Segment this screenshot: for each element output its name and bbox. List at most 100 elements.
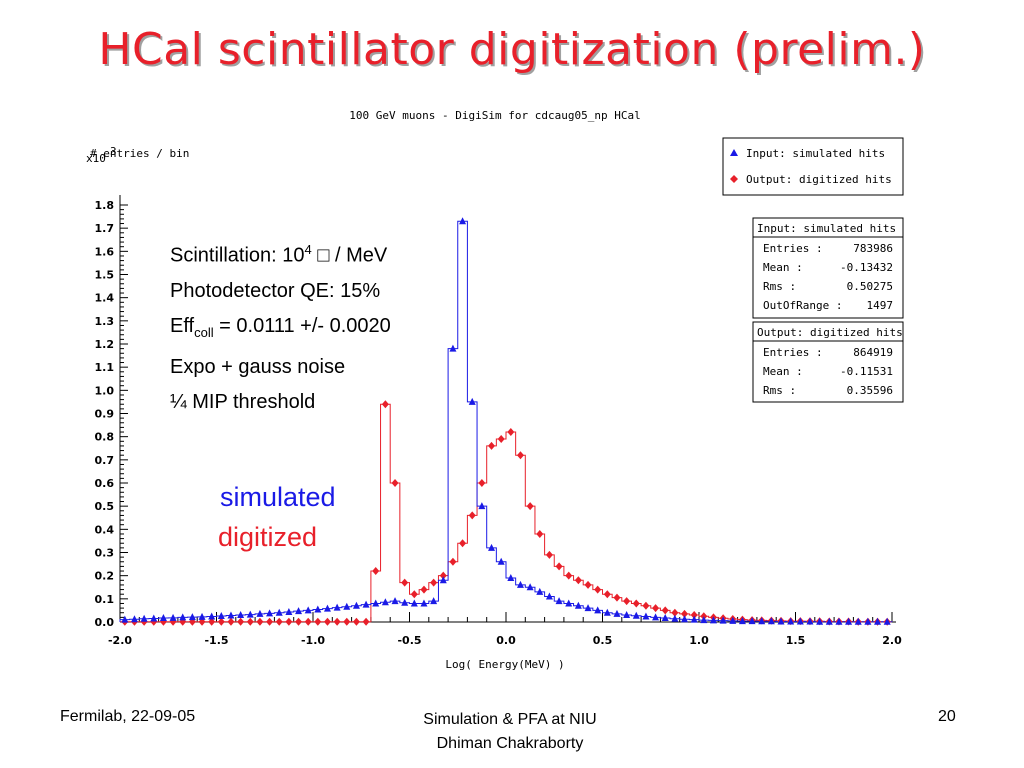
stats-row-value: 0.50275 [847,280,893,293]
data-point-simulated [835,617,843,625]
data-point-simulated [478,502,486,510]
stats-box [752,321,904,403]
x-tick-label: 0.0 [496,634,516,647]
data-point-simulated [362,600,370,608]
data-point-digitized [603,590,611,599]
data-point-digitized [343,617,351,626]
data-point-digitized [555,562,563,571]
data-point-digitized [690,611,698,620]
slide-title: HCal scintillator digitization (prelim.) [98,24,926,75]
data-point-simulated [401,598,409,606]
data-point-simulated [584,604,592,612]
annotation-block: Scintillation: 104 □ / MeV Photodetector… [170,232,391,420]
data-point-simulated [681,615,689,623]
data-point-simulated [623,611,631,619]
data-point-simulated [343,602,351,610]
y-tick-label: 0.7 [95,454,115,467]
scint-exponent: 4 [304,242,312,257]
eff-subscript: coll [194,324,214,340]
data-point-simulated [333,603,341,611]
y-tick-label: 0.9 [95,408,115,421]
data-point-simulated [536,587,544,595]
data-point-simulated [526,583,534,591]
stats-box-title: Output: digitized hits [757,326,903,339]
stats-row-value: -0.13432 [840,261,893,274]
x-tick-label: 0.5 [593,634,613,647]
data-point-simulated [198,612,206,620]
data-point-simulated [439,576,447,584]
annotation-noise: Expo + gauss noise [170,355,346,378]
data-point-simulated [652,613,660,621]
data-point-digitized [565,571,573,580]
data-point-simulated [459,217,467,225]
data-point-simulated [516,580,524,588]
data-point-digitized [468,511,476,520]
data-point-simulated [314,605,322,613]
data-point-simulated [854,617,862,625]
data-point-digitized [632,599,640,608]
data-point-simulated [352,601,360,609]
footer-center: Simulation & PFA at NIU Dhiman Chakrabor… [360,708,660,756]
data-point-simulated [603,608,611,616]
data-point-simulated [430,597,438,605]
y-tick-label: 1.5 [95,269,115,282]
data-point-simulated [285,608,293,616]
x-tick-label: -1.5 [204,634,228,647]
data-point-digitized [352,617,360,626]
data-point-digitized [526,502,534,511]
data-point-simulated [159,614,167,622]
data-point-simulated [323,604,331,612]
data-point-simulated [130,615,138,623]
annotation-qe: Photodetector QE: 15% [170,279,381,302]
scint-prefix: Scintillation: 10 [170,244,305,267]
data-point-simulated [208,612,216,620]
stats-row-label: OutOfRange : [763,299,842,312]
legend-box [722,137,904,196]
stats-row-label: Mean : [763,261,803,274]
data-point-digitized [497,434,505,443]
data-point-digitized [594,585,602,594]
data-point-simulated [304,606,312,614]
y-tick-label: 0.3 [95,547,115,560]
stats-box [752,217,904,319]
data-point-digitized [275,617,283,626]
data-point-simulated [748,617,756,625]
data-point-digitized [439,571,447,580]
series-line-simulated [119,220,893,623]
data-point-simulated [594,606,602,614]
data-point-simulated [381,598,389,606]
data-point-simulated [275,608,283,616]
data-point-digitized [623,597,631,606]
data-point-digitized [671,608,679,617]
data-point-digitized [285,617,293,626]
x-tick-label: -1.0 [301,634,325,647]
data-point-digitized [401,578,409,587]
label-simulated: simulated [220,482,336,512]
stats-row-value: 783986 [853,242,893,255]
data-point-digitized [545,550,553,559]
data-point-simulated [565,599,573,607]
data-point-simulated [420,599,428,607]
stats-row-label: Mean : [763,365,803,378]
stats-row-label: Entries : [763,242,823,255]
data-point-simulated [295,607,303,615]
data-point-simulated [845,617,853,625]
data-point-simulated [169,613,177,621]
data-point-digitized [266,617,274,626]
y-tick-label: 0.6 [95,477,115,490]
series-line-digitized [119,403,893,623]
eff-suffix: = 0.0111 +/- 0.0020 [213,314,391,337]
data-point-simulated [767,617,775,625]
data-point-digitized [333,617,341,626]
x-tick-label: -2.0 [108,634,132,647]
data-point-simulated [806,617,814,625]
data-point-digitized [507,428,515,437]
label-digitized: digitized [218,522,318,552]
data-point-digitized [488,441,496,450]
data-point-simulated [816,617,824,625]
annotation-threshold: ¼ MIP threshold [170,390,316,413]
x-tick-label: 1.0 [689,634,709,647]
data-point-digitized [652,604,660,613]
data-point-simulated [738,617,746,625]
data-point-simulated [256,609,264,617]
